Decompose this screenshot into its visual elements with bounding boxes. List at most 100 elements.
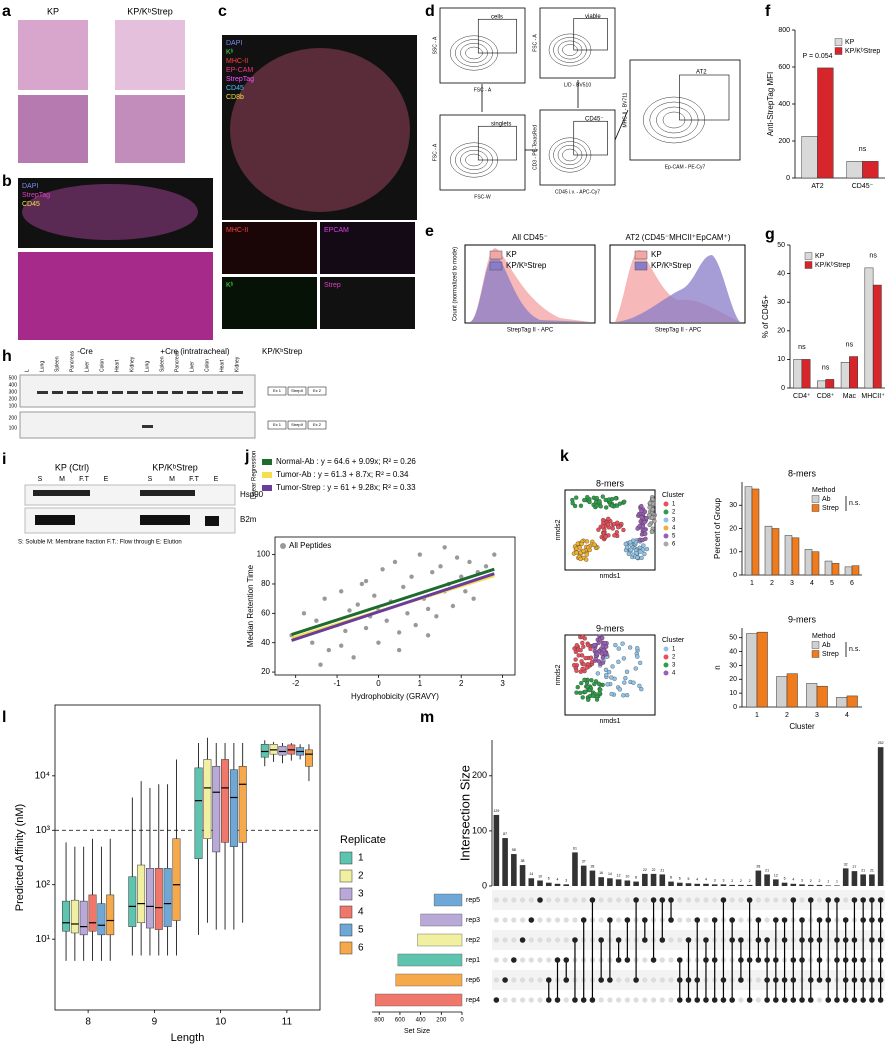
point: [339, 643, 344, 648]
matrix-dot: [624, 917, 631, 923]
label: StrepTag II - APC: [507, 328, 554, 334]
x-tick-label: 6: [850, 580, 854, 587]
value-label: 27: [852, 865, 856, 869]
matrix-dot: [694, 977, 701, 983]
legend-dot: [663, 654, 669, 660]
label: Cluster: [662, 492, 685, 499]
cluster-point: [574, 495, 579, 500]
cluster-point: [642, 520, 647, 525]
matrix-dot: [624, 977, 630, 983]
cluster-point: [638, 549, 643, 554]
histology-image: [115, 20, 185, 90]
label: S: Soluble M: Membrane fraction F.T.: Fl…: [18, 540, 182, 546]
matrix-dot: [598, 897, 604, 903]
cluster-point: [624, 669, 630, 674]
gel: [19, 411, 256, 439]
gate: [477, 125, 517, 161]
cluster-point: [574, 550, 579, 555]
legend-swatch: [339, 869, 353, 883]
bar: [519, 865, 526, 886]
label: CD45: [22, 201, 40, 208]
cluster-point: [604, 505, 609, 510]
label: n: [713, 665, 722, 669]
if-image: [320, 222, 415, 274]
cluster-point: [606, 516, 611, 522]
matrix-dot: [493, 957, 499, 963]
cluster-point: [594, 503, 599, 508]
point: [322, 596, 327, 601]
label: 2: [672, 655, 676, 661]
cluster-point: [588, 646, 593, 652]
matrix-dot: [816, 897, 823, 903]
matrix-dot: [773, 917, 779, 923]
bar: [816, 685, 828, 708]
bar: [801, 359, 811, 389]
panel-letter: h: [2, 348, 12, 365]
cluster-point: [610, 664, 615, 669]
set-label: rep5: [466, 897, 480, 904]
cluster-point: [635, 555, 640, 560]
label: Set Size: [404, 1028, 430, 1035]
cluster-point: [600, 660, 606, 665]
legend-dot: [663, 533, 669, 539]
matrix-dot: [598, 997, 604, 1003]
bar: [877, 747, 884, 886]
matrix-dot: [659, 937, 666, 943]
point: [409, 574, 414, 579]
matrix-dot: [554, 917, 561, 923]
cluster-point: [584, 552, 589, 557]
flow-plot: [539, 7, 616, 79]
label: 200: [9, 396, 18, 402]
label: StrepTag: [226, 76, 254, 83]
y-tick-label: 10⁴: [35, 770, 50, 781]
label: 500: [9, 375, 18, 381]
label: 9-mers: [596, 623, 625, 633]
matrix-dot: [502, 977, 508, 983]
label: MHC-II: [226, 227, 248, 234]
bar: [793, 359, 803, 389]
panel-letter: l: [2, 709, 6, 726]
label: +Cre (intratracheal): [160, 347, 229, 356]
matrix-dot: [799, 997, 805, 1003]
y-tick-label: 20: [777, 328, 785, 335]
annotation: ns: [846, 341, 854, 348]
bar: [676, 882, 683, 886]
band: [217, 391, 228, 394]
legend-label: Normal-Ab : y = 64.6 + 9.09x; R² = 0.26: [276, 457, 416, 466]
point: [483, 564, 489, 569]
matrix-dot: [502, 937, 508, 943]
label: StrepTag II - APC: [655, 328, 702, 334]
bar: [825, 885, 832, 886]
bar: [711, 884, 718, 886]
band: [52, 391, 63, 394]
x-tick-label: 0: [376, 679, 381, 688]
matrix-dot: [694, 997, 701, 1003]
matrix-dot: [764, 957, 770, 963]
value-label: 3: [801, 878, 803, 882]
point: [359, 581, 365, 587]
label: Intersection Size: [457, 765, 472, 861]
matrix-dot: [624, 997, 630, 1003]
matrix-dot: [799, 937, 805, 943]
label: Predicted Affinity (nM): [14, 804, 26, 911]
matrix-dot: [519, 997, 526, 1003]
point: [301, 611, 307, 616]
matrix-dot: [581, 897, 587, 903]
label: cells: [491, 15, 503, 21]
matrix-dot: [668, 957, 674, 963]
matrix-dot: [563, 937, 569, 943]
bar: [804, 549, 813, 576]
label: Hydrophobicity (GRAVY): [351, 692, 439, 701]
cluster-point: [613, 642, 618, 648]
matrix-dot: [685, 937, 692, 943]
cluster-point: [621, 693, 626, 698]
matrix-dot: [842, 957, 849, 963]
cluster-point: [587, 687, 592, 693]
point: [425, 633, 431, 638]
legend-swatch: [811, 641, 820, 649]
label: 9-mers: [788, 614, 817, 624]
box: [260, 744, 269, 758]
panel-letter: e: [425, 223, 434, 240]
bar: [860, 874, 866, 886]
value-label: 37: [582, 860, 586, 864]
